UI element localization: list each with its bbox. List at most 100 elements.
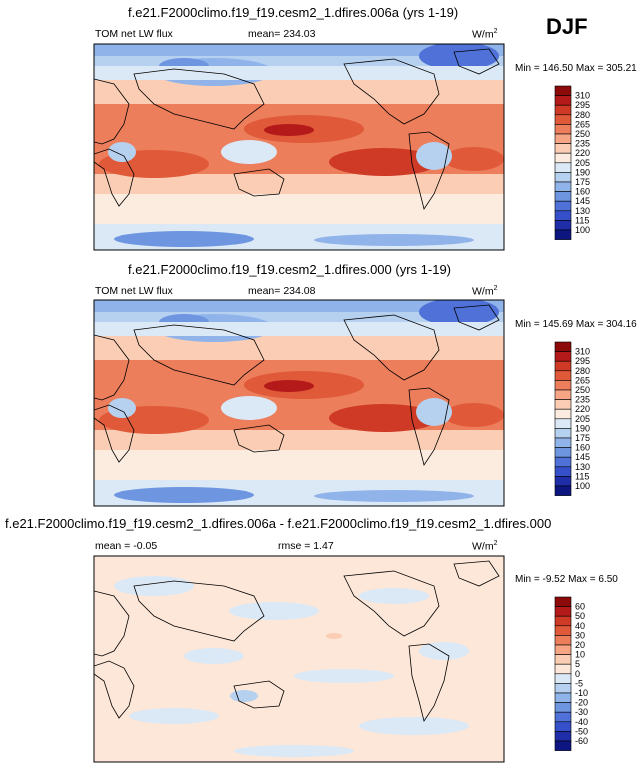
panel3-neg-patch-6: [419, 642, 469, 660]
panel2-colorbar-boxes: [554, 341, 572, 496]
panel1-colorbar-tick-label: 100: [575, 225, 590, 235]
panel3-colorbar-tick-label: -5: [575, 678, 583, 688]
panel2-warm-atlantic: [444, 403, 504, 427]
panel1-colorbar-box: [554, 191, 572, 202]
panel3-minmax: Min = -9.52 Max = 6.50: [515, 574, 618, 585]
panel3-colorbar-box: [554, 625, 572, 636]
panel3-colorbar-box: [554, 740, 572, 751]
panel3-colorbar-box: [554, 644, 572, 655]
panel2-colorbar-tick-label: 115: [575, 471, 589, 481]
panel1-colorbar-box: [554, 95, 572, 106]
panel1-colorbar-tick-label: 310: [575, 91, 590, 101]
panel3-colorbar-box: [554, 711, 572, 723]
panel3-colorbar-tick-label: -30: [575, 707, 588, 717]
panel3-colorbar-tick-label: 10: [575, 650, 585, 660]
panel2-colorbar-tick-label: 235: [575, 395, 590, 405]
panel2-colorbar-box: [554, 428, 572, 439]
panel3-colorbar-boxes: [554, 596, 572, 751]
panel3-colorbar-tick-label: 5: [575, 659, 580, 669]
panel1-colorbar-box: [554, 143, 572, 154]
panel1-colorbar-tick-label: 220: [575, 148, 590, 158]
panel2-map: [93, 299, 505, 507]
panel1-colorbar-tick-label: 295: [575, 100, 590, 110]
panel2-colorbar-box: [554, 456, 572, 468]
panel2-units: W/m2: [472, 285, 498, 298]
panel1-amazon: [416, 142, 452, 170]
panel1-colorbar-box: [554, 172, 572, 183]
panel2-colorbar-tick-label: 295: [575, 356, 590, 366]
panel1-africa: [108, 142, 136, 162]
panel1-antarctic-low2: [314, 234, 474, 246]
panel1-colorbar-box: [554, 162, 572, 173]
panel3-pos-patch-1: [326, 633, 342, 639]
panel2-mean-label: mean= 234.08: [248, 285, 316, 297]
panel1-colorbar-labels: 3102952802652502352202051901751601451301…: [575, 91, 590, 235]
panel2-colorbar-tick-label: 220: [575, 404, 590, 414]
panel2-colorbar-box: [554, 418, 572, 429]
panel2-colorbar-labels: 3102952802652502352202051901751601451301…: [575, 347, 590, 491]
panel2-africa: [108, 398, 136, 418]
panel1-colorbar-box: [554, 210, 572, 221]
panel1-antarctic-low: [114, 231, 254, 247]
panel1-colorbar-box: [554, 124, 572, 135]
panel3-neg-patch-7: [129, 708, 219, 724]
panel1-colorbar-tick-label: 250: [575, 129, 590, 139]
panel2-colorbar-tick-label: 145: [575, 452, 590, 462]
panel3-colorbar-tick-label: -20: [575, 698, 588, 708]
panel1-colorbar-box: [554, 200, 572, 212]
panel2-colorbar-box: [554, 466, 572, 477]
panel2-amazon: [416, 398, 452, 426]
panel1-units: W/m2: [472, 28, 498, 41]
panel1-minmax: Min = 146.50 Max = 305.21: [515, 63, 637, 74]
panel2-colorbar-box: [554, 408, 572, 420]
panel3-title: f.e21.F2000climo.f19_f19.cesm2_1.dfires.…: [5, 516, 552, 531]
panel2-colorbar-box: [554, 447, 572, 458]
panel2-colorbar-tick-label: 175: [575, 433, 590, 443]
panel1-colorbar-box: [554, 104, 572, 116]
season-label: DJF: [546, 14, 588, 39]
panel1-colorbar-boxes: [554, 85, 572, 240]
panel2-colorbar-tick-label: 190: [575, 423, 590, 433]
panel3-colorbar-box: [554, 615, 572, 627]
panel3-colorbar-box: [554, 654, 572, 665]
panel3-frame: [93, 555, 505, 763]
panel1-colorbar-tick-label: 280: [575, 110, 590, 120]
panel2-colorbar-tick-label: 250: [575, 385, 590, 395]
panel3-neg-patch-3: [359, 588, 429, 604]
panel3-neg-patch-1: [114, 576, 194, 596]
panel3-neg-patch-8: [359, 717, 469, 735]
panel3-mean-label: mean = -0.05: [95, 540, 158, 552]
panel2-maritime-continent: [221, 396, 277, 420]
panel1-colorbar-box: [554, 114, 572, 125]
panel3-colorbar-box: [554, 596, 572, 607]
panel2-frame: [93, 299, 505, 507]
panel2-coastlines: [94, 304, 500, 466]
panel2-colorbar-box: [554, 370, 572, 381]
panel3-units: W/m2: [472, 540, 498, 553]
panel2-colorbar-box: [554, 341, 572, 352]
panel2-colorbar-tick-label: 160: [575, 443, 590, 453]
panel3-neg-patch-10: [230, 690, 258, 702]
panel3-colorbar-tick-label: -40: [575, 717, 588, 727]
panel3-colorbar-box: [554, 635, 572, 646]
panel1-colorbar-tick-label: 265: [575, 119, 590, 129]
panel1-band-north: [94, 44, 504, 56]
panel1-colorbar-tick-label: 115: [575, 215, 589, 225]
panel1-colorbar-tick-label: 145: [575, 196, 590, 206]
panel3-neg-patch-2: [229, 602, 319, 620]
panel2-colorbar-tick-label: 130: [575, 462, 590, 472]
panel1-colorbar-tick-label: 190: [575, 167, 590, 177]
panel2-colorbar-box: [554, 485, 572, 496]
panel1-arctic-low: [419, 44, 499, 70]
panel2-colorbar-tick-label: 280: [575, 366, 590, 376]
panel1-colorbar-tick-label: 235: [575, 139, 590, 149]
panel2-colorbar-box: [554, 351, 572, 362]
panel1-colorbar-tick-label: 160: [575, 187, 590, 197]
panel2-colorbar-tick-label: 265: [575, 375, 590, 385]
panel3-colorbar-tick-label: 30: [575, 630, 585, 640]
panel2-colorbar-box: [554, 380, 572, 391]
panel2-colorbar-box: [554, 437, 572, 448]
panel1-warm-atlantic: [444, 147, 504, 171]
